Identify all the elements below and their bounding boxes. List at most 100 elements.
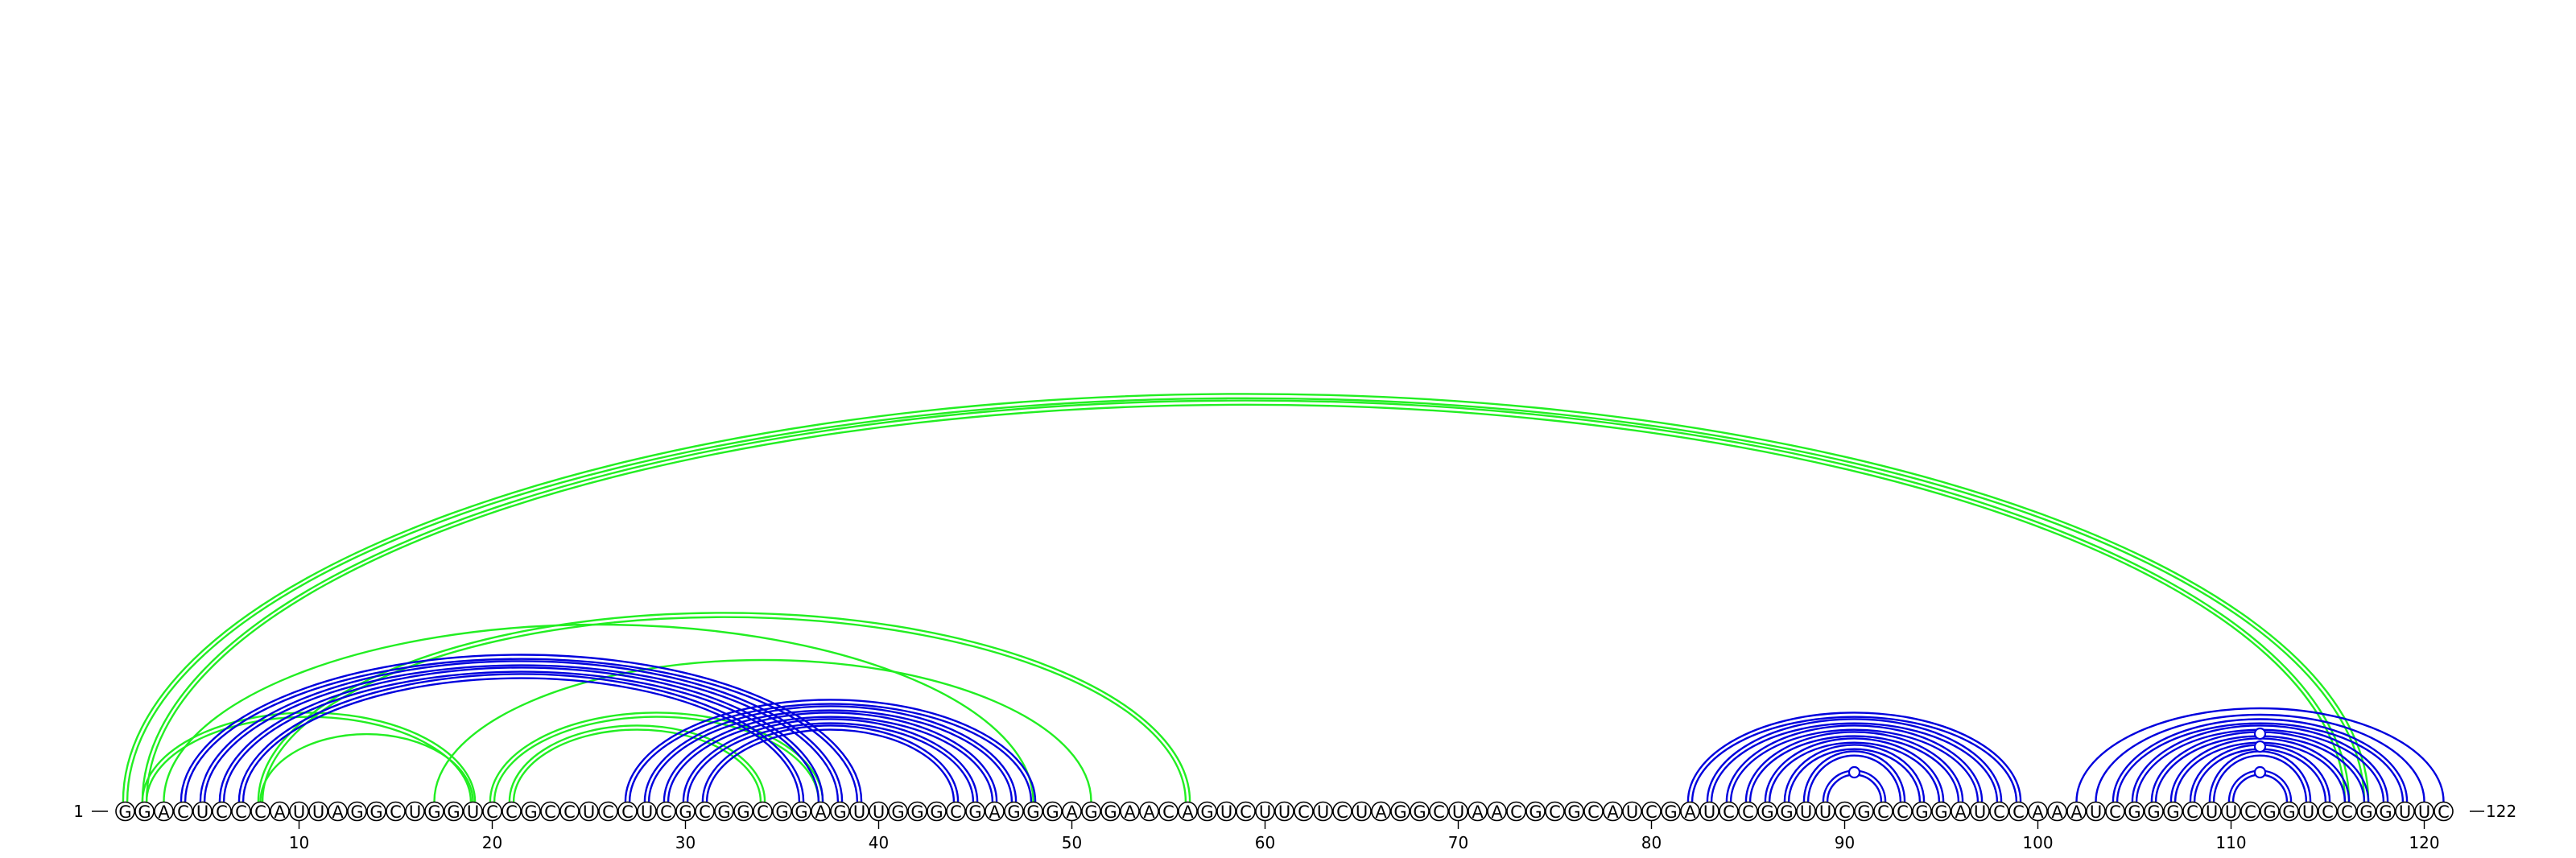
nucleotide-112 (2260, 801, 2280, 822)
nucleotide-letter-94: G (1915, 802, 1928, 822)
nucleotide-letter-39: U (853, 802, 865, 822)
arc-blue-87-94-strand-2 (1783, 744, 1926, 802)
nucleotide-letter-72: A (1491, 802, 1503, 822)
nucleotide-letter-110: U (2225, 802, 2237, 822)
nucleotide-letter-80: C (1645, 802, 1657, 822)
nucleotide-letter-95: G (1934, 802, 1947, 822)
nucleotide-39 (849, 801, 869, 822)
nucleotide-51 (1081, 801, 1101, 822)
tick-label-90: 90 (1835, 833, 1855, 852)
nucleotide-letter-22: G (524, 802, 537, 822)
nucleotide-32 (714, 801, 734, 822)
nucleotide-110 (2221, 801, 2241, 822)
nucleotide-letter-47: G (1007, 802, 1020, 822)
nucleotide-letter-62: C (1298, 802, 1310, 822)
nucleotide-8 (250, 801, 270, 822)
arc-blue-5-38-strand-2 (199, 660, 844, 802)
tick-label-20: 20 (482, 833, 502, 852)
nucleotide-40 (869, 801, 889, 822)
nucleotide-87 (1777, 801, 1797, 822)
nucleotide-letter-113: G (2282, 802, 2295, 822)
nucleotide-letter-84: C (1723, 802, 1735, 822)
nucleotide-108 (2182, 801, 2202, 822)
nucleotide-41 (888, 801, 908, 822)
nucleotide-letter-71: A (1472, 802, 1484, 822)
nucleotide-letter-3: A (158, 802, 170, 822)
nucleotide-letter-16: U (409, 802, 421, 822)
nucleotide-68 (1410, 801, 1430, 822)
tick-label-70: 70 (1448, 833, 1468, 852)
nucleotide-letter-36: G (795, 802, 807, 822)
nucleotide-letter-59: C (1240, 802, 1252, 822)
ticks-layer: 10 20 30 40 50 60 70 80 90 100 110 120 (289, 821, 2440, 852)
nucleotide-43 (927, 801, 947, 822)
nucleotide-letter-75: C (1549, 802, 1561, 822)
nucleotide-letter-10: U (293, 802, 305, 822)
nucleotide-115 (2318, 801, 2338, 822)
nucleotide-letter-37: A (815, 802, 827, 822)
nucleotide-95 (1931, 801, 1951, 822)
nucleotide-11 (308, 801, 328, 822)
nucleotide-49 (1042, 801, 1063, 822)
nucleotide-letter-54: A (1143, 802, 1155, 822)
arc-blue-27-48-strand-2 (624, 699, 1037, 802)
arc-blue-6-37-strand-1 (222, 670, 820, 802)
nucleotide-letter-32: G (717, 802, 730, 822)
nucleotide-55 (1158, 801, 1179, 822)
nucleotide-letter-12: A (332, 802, 344, 822)
nucleotide-letter-18: G (447, 802, 460, 822)
tick-label-30: 30 (675, 833, 696, 852)
nucleotide-22 (521, 801, 541, 822)
arc-green-1-117-strand-2 (122, 393, 2370, 802)
nucleotide-letter-4: C (177, 802, 189, 822)
nucleotide-letter-99: C (2013, 802, 2025, 822)
nucleotide-74 (1525, 801, 1546, 822)
arc-blue-85-96-strand-2 (1744, 731, 1964, 802)
arc-blue-109-114-strand-1 (2212, 754, 2308, 802)
nucleotide-letter-28: U (641, 802, 653, 822)
nucleotide-letter-46: A (989, 802, 1001, 822)
arc-blue-104-119-strand-1 (2116, 722, 2405, 802)
nucleotide-79 (1622, 801, 1642, 822)
nucleotide-letter-105: G (2128, 802, 2140, 822)
nucleotide-17 (424, 801, 444, 822)
nucleotide-letter-61: U (1278, 802, 1290, 822)
nucleotide-letter-109: U (2206, 802, 2218, 822)
arcs-layer (122, 393, 2445, 802)
arc-blue-30-45-strand-2 (682, 718, 979, 802)
nucleotide-letter-53: A (1124, 802, 1136, 822)
arc-blue-30-45-strand-1 (686, 722, 975, 802)
nucleotide-94 (1912, 801, 1932, 822)
nucleotide-81 (1661, 801, 1681, 822)
nucleotide-letter-111: C (2244, 802, 2256, 822)
arc-blue-104-119-strand-2 (2112, 718, 2409, 802)
nucleotide-38 (830, 801, 850, 822)
nucleotide-letter-26: C (602, 802, 614, 822)
arc-blue-84-97-strand-2 (1725, 724, 1984, 802)
arc-blue-7-36-strand-1 (242, 677, 801, 802)
arc-blue-29-46-strand-2 (663, 712, 998, 802)
nucleotide-letter-55: C (1162, 802, 1174, 822)
nucleotide-letter-43: G (930, 802, 943, 822)
nucleotide-letter-42: G (910, 802, 923, 822)
nucleotide-letter-101: A (2051, 802, 2063, 822)
arc-blue-88-93-strand-2 (1802, 750, 1906, 802)
nucleotide-letter-11: U (312, 802, 324, 822)
nucleotide-letter-23: C (544, 802, 556, 822)
nucleotide-12 (328, 801, 348, 822)
arc-blue-84-97-strand-1 (1729, 728, 1979, 802)
nucleotide-letter-63: U (1317, 802, 1329, 822)
arc-green-8-19 (259, 732, 474, 802)
arc-blue-85-96-strand-1 (1748, 735, 1960, 802)
nucleotide-90 (1835, 801, 1855, 822)
nucleotide-letter-65: U (1356, 802, 1368, 822)
nucleotide-29 (656, 801, 676, 822)
nucleotide-67 (1390, 801, 1410, 822)
nucleotide-letter-97: U (1974, 802, 1986, 822)
nucleotide-63 (1313, 801, 1333, 822)
nucleotide-letter-117: G (2359, 802, 2372, 822)
nucleotide-60 (1255, 801, 1275, 822)
nucleotide-82 (1680, 801, 1700, 822)
